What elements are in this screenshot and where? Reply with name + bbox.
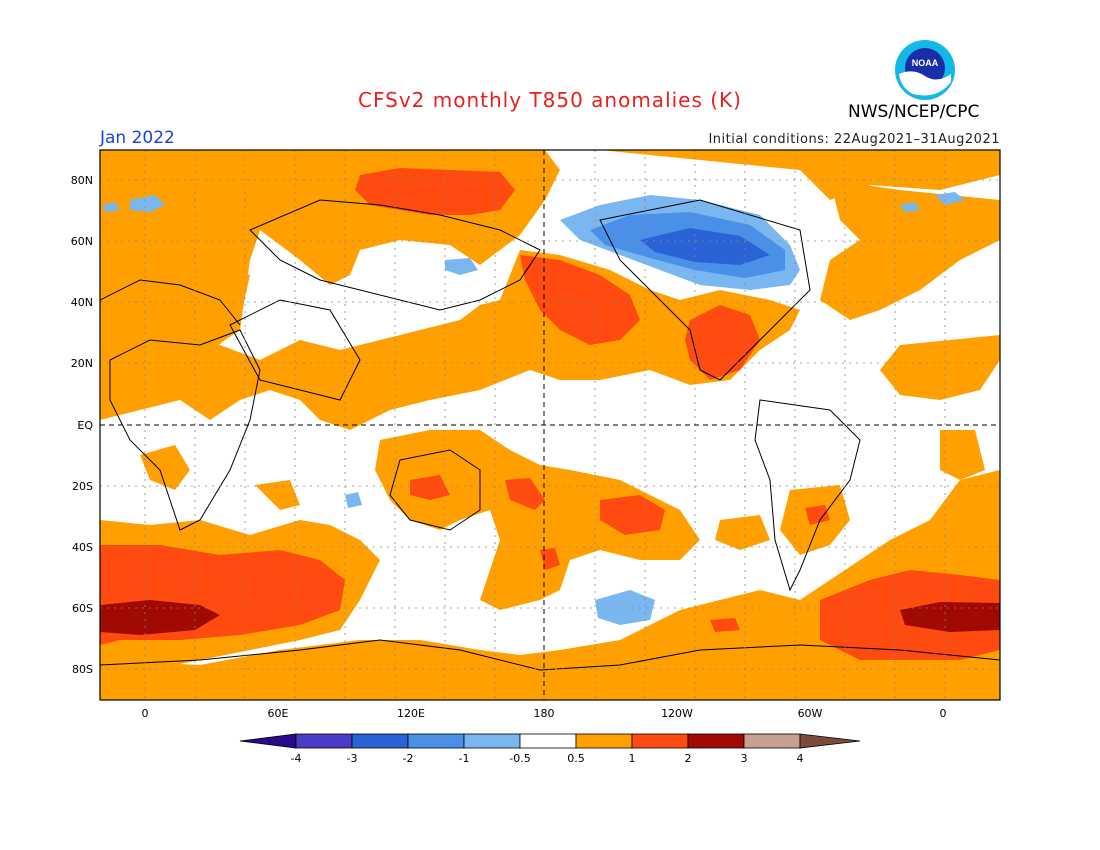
lon-label: 120W xyxy=(661,707,693,720)
coast-asia xyxy=(249,199,541,311)
lon-label: 60W xyxy=(798,707,823,720)
coastlines xyxy=(100,199,1000,671)
colorbar-segment xyxy=(519,733,577,749)
lat-label: EQ xyxy=(77,419,93,432)
coast-north-america xyxy=(599,199,811,381)
lon-label: 0 xyxy=(142,707,149,720)
lat-axis: 80N 60N 40N 20N EQ 20S 40S 60S 80S xyxy=(71,174,94,676)
noaa-logo: NOAA xyxy=(895,40,955,100)
map-frame xyxy=(99,149,1001,701)
colorbar-tick: -1 xyxy=(459,752,470,765)
forecast-month: Jan 2022 xyxy=(100,128,175,148)
lon-label: 0 xyxy=(940,707,947,720)
reference-lines xyxy=(100,150,1000,700)
colorbar-segment xyxy=(743,733,801,749)
coast-africa xyxy=(109,329,261,531)
colorbar-tick: -2 xyxy=(403,752,414,765)
lat-label: 20S xyxy=(72,480,93,493)
map-area xyxy=(100,150,1000,700)
agency-label: NWS/NCEP/CPC xyxy=(848,102,980,122)
colorbar-low-arrow xyxy=(239,733,297,749)
anomaly-2-to-3 xyxy=(100,600,1000,635)
coast-south-asia xyxy=(229,299,361,401)
coast-south-america xyxy=(754,399,861,592)
lon-label: 180 xyxy=(534,707,555,720)
lat-label: 60N xyxy=(71,235,93,248)
colorbar-segment xyxy=(687,733,745,749)
colorbar: -4 -3 -2 -1 -0.5 0.5 1 2 3 4 xyxy=(239,733,861,765)
colorbar-tick: 4 xyxy=(797,752,804,765)
colorbar-tick: 0.5 xyxy=(567,752,585,765)
colorbar-segment xyxy=(351,733,409,749)
map-title: CFSv2 monthly T850 anomalies (K) xyxy=(358,88,742,112)
lon-label: 120E xyxy=(397,707,425,720)
colorbar-segment xyxy=(407,733,465,749)
logo-wave xyxy=(899,71,951,96)
coast-australia xyxy=(389,449,481,531)
lat-label: 60S xyxy=(72,602,93,615)
lon-label: 60E xyxy=(268,707,289,720)
lat-label: 80N xyxy=(71,174,93,187)
colorbar-high-arrow xyxy=(799,733,861,749)
lat-label: 20N xyxy=(71,357,93,370)
logo-text: NOAA xyxy=(912,58,939,68)
lat-label: 40N xyxy=(71,296,93,309)
colorbar-tick: -4 xyxy=(291,752,302,765)
colorbar-segment xyxy=(295,733,353,749)
colorbar-segment xyxy=(575,733,633,749)
cool-anomalies xyxy=(103,192,965,625)
colorbar-tick: -0.5 xyxy=(509,752,530,765)
initial-conditions: Initial conditions: 22Aug2021–31Aug2021 xyxy=(708,132,1000,147)
lat-label: 40S xyxy=(72,541,93,554)
lon-axis: 0 60E 120E 180 120W 60W 0 xyxy=(142,707,947,720)
colorbar-segment xyxy=(463,733,521,749)
coast-europe-med xyxy=(100,279,241,326)
colorbar-tick: 3 xyxy=(741,752,748,765)
colorbar-tick: -3 xyxy=(347,752,358,765)
colorbar-tick: 2 xyxy=(685,752,692,765)
colorbar-segment xyxy=(631,733,689,749)
coast-antarctica xyxy=(100,639,1000,671)
colorbar-tick: 1 xyxy=(629,752,636,765)
lat-label: 80S xyxy=(72,663,93,676)
